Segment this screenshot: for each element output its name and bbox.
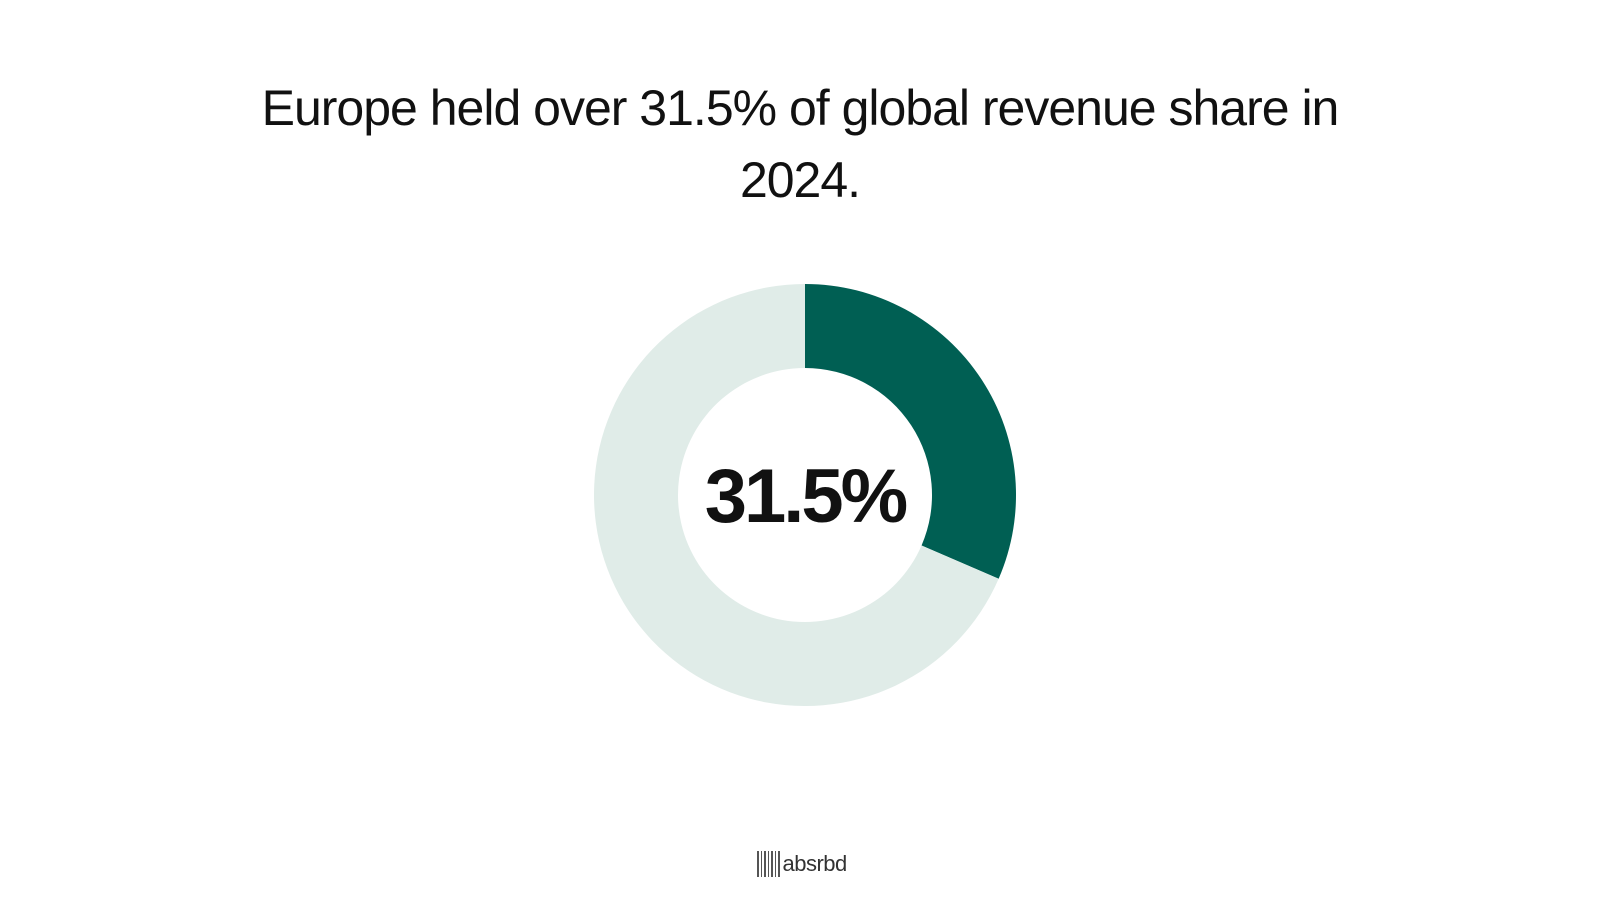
brand-logo: absrbd [757,850,847,878]
brand-name: absrbd [782,851,848,876]
donut-center-label: 31.5% [705,454,907,539]
donut-slice-highlight [805,284,1016,579]
chart-title: Europe held over 31.5% of global revenue… [261,80,1340,208]
donut-slice-remainder [594,284,999,706]
barcode-icon [757,851,780,877]
